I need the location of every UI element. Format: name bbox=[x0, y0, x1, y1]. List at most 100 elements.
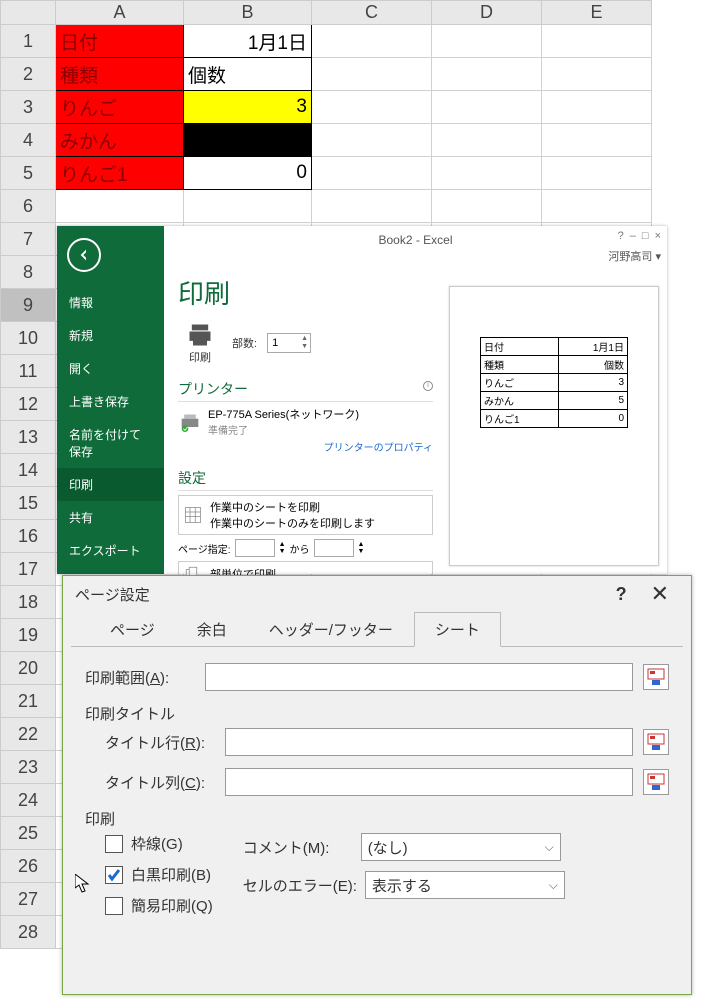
cell[interactable] bbox=[184, 124, 312, 157]
info-icon[interactable]: i bbox=[423, 381, 433, 391]
cell[interactable]: りんご1 bbox=[56, 157, 184, 190]
row-header[interactable]: 4 bbox=[1, 124, 56, 157]
dialog-help-button[interactable]: ? bbox=[602, 584, 641, 605]
bw-print-checkbox[interactable]: 白黒印刷(B) bbox=[105, 864, 213, 885]
error-select[interactable]: 表示する⌵ bbox=[365, 871, 565, 899]
printer-properties-link[interactable]: プリンターのプロパティ bbox=[178, 439, 433, 454]
cell[interactable] bbox=[542, 124, 652, 157]
close-icon[interactable]: × bbox=[655, 230, 661, 242]
cell[interactable] bbox=[56, 190, 184, 223]
cell[interactable] bbox=[432, 58, 542, 91]
row-header[interactable]: 13 bbox=[1, 421, 56, 454]
row-header[interactable]: 21 bbox=[1, 685, 56, 718]
row-header[interactable]: 1 bbox=[1, 25, 56, 58]
col-header[interactable]: B bbox=[184, 1, 312, 25]
title-col-ref-button[interactable] bbox=[643, 769, 669, 795]
dialog-tab[interactable]: ページ bbox=[89, 612, 176, 647]
row-header[interactable]: 25 bbox=[1, 817, 56, 850]
cell[interactable] bbox=[542, 25, 652, 58]
draft-checkbox[interactable]: 簡易印刷(Q) bbox=[105, 895, 213, 916]
cell[interactable]: りんご bbox=[56, 91, 184, 124]
print-area-input[interactable] bbox=[205, 663, 633, 691]
col-header[interactable]: D bbox=[432, 1, 542, 25]
copies-input[interactable]: 1 ▲▼ bbox=[267, 333, 311, 353]
cell[interactable] bbox=[542, 190, 652, 223]
dialog-tab[interactable]: ヘッダー/フッター bbox=[248, 612, 414, 647]
cell[interactable]: 種類 bbox=[56, 58, 184, 91]
printer-selector[interactable]: EP-775A Series(ネットワーク) 準備完了 bbox=[178, 406, 433, 437]
cell[interactable] bbox=[542, 157, 652, 190]
cell[interactable] bbox=[184, 190, 312, 223]
restore-icon[interactable]: □ bbox=[642, 230, 649, 242]
cell[interactable] bbox=[312, 58, 432, 91]
row-header[interactable]: 26 bbox=[1, 850, 56, 883]
cell[interactable]: 0 bbox=[184, 157, 312, 190]
backstage-menu-item[interactable]: 情報 bbox=[57, 286, 164, 319]
backstage-menu-item[interactable]: エクスポート bbox=[57, 534, 164, 567]
cell[interactable]: 1月1日 bbox=[184, 25, 312, 58]
dialog-tab[interactable]: 余白 bbox=[176, 612, 248, 647]
row-header[interactable]: 23 bbox=[1, 751, 56, 784]
backstage-menu-item[interactable]: 名前を付けて保存 bbox=[57, 418, 164, 468]
cell[interactable] bbox=[432, 190, 542, 223]
row-header[interactable]: 20 bbox=[1, 652, 56, 685]
title-col-input[interactable] bbox=[225, 768, 633, 796]
cell[interactable]: 個数 bbox=[184, 58, 312, 91]
row-header[interactable]: 7 bbox=[1, 223, 56, 256]
cell[interactable] bbox=[542, 91, 652, 124]
cell[interactable] bbox=[312, 157, 432, 190]
user-name[interactable]: 河野高司 ▾ bbox=[608, 248, 661, 264]
row-header[interactable]: 17 bbox=[1, 553, 56, 586]
cell[interactable] bbox=[312, 124, 432, 157]
minimize-icon[interactable]: – bbox=[630, 230, 636, 242]
row-header[interactable]: 10 bbox=[1, 322, 56, 355]
row-header[interactable]: 14 bbox=[1, 454, 56, 487]
row-header[interactable]: 6 bbox=[1, 190, 56, 223]
col-header[interactable]: C bbox=[312, 1, 432, 25]
print-what-selector[interactable]: 作業中のシートを印刷 作業中のシートのみを印刷します bbox=[178, 495, 433, 535]
row-header[interactable]: 2 bbox=[1, 58, 56, 91]
row-header[interactable]: 28 bbox=[1, 916, 56, 949]
row-header[interactable]: 11 bbox=[1, 355, 56, 388]
page-from-input[interactable] bbox=[235, 539, 275, 557]
row-header[interactable]: 27 bbox=[1, 883, 56, 916]
cell[interactable]: 3 bbox=[184, 91, 312, 124]
cell[interactable]: みかん bbox=[56, 124, 184, 157]
row-header[interactable]: 19 bbox=[1, 619, 56, 652]
col-header[interactable]: E bbox=[542, 1, 652, 25]
backstage-menu-item[interactable]: 開く bbox=[57, 352, 164, 385]
print-button[interactable]: 印刷 bbox=[178, 321, 222, 365]
cell[interactable] bbox=[312, 91, 432, 124]
backstage-menu-item[interactable]: 共有 bbox=[57, 501, 164, 534]
print-area-ref-button[interactable] bbox=[643, 664, 669, 690]
page-to-input[interactable] bbox=[314, 539, 354, 557]
row-header[interactable]: 8 bbox=[1, 256, 56, 289]
cell[interactable] bbox=[312, 190, 432, 223]
row-header[interactable]: 12 bbox=[1, 388, 56, 421]
row-header[interactable]: 16 bbox=[1, 520, 56, 553]
backstage-menu-item[interactable]: 新規 bbox=[57, 319, 164, 352]
col-header[interactable]: A bbox=[56, 1, 184, 25]
help-icon[interactable]: ? bbox=[618, 230, 624, 242]
backstage-menu-item[interactable]: 印刷 bbox=[57, 468, 164, 501]
row-header[interactable]: 5 bbox=[1, 157, 56, 190]
row-header[interactable]: 9 bbox=[1, 289, 56, 322]
row-header[interactable]: 18 bbox=[1, 586, 56, 619]
cell[interactable] bbox=[432, 25, 542, 58]
cell[interactable] bbox=[432, 91, 542, 124]
row-header[interactable]: 22 bbox=[1, 718, 56, 751]
title-row-input[interactable] bbox=[225, 728, 633, 756]
dialog-close-button[interactable]: ✕ bbox=[641, 581, 679, 607]
row-header[interactable]: 15 bbox=[1, 487, 56, 520]
row-header[interactable]: 3 bbox=[1, 91, 56, 124]
gridlines-checkbox[interactable]: 枠線(G) bbox=[105, 833, 213, 854]
cell[interactable] bbox=[432, 124, 542, 157]
title-row-ref-button[interactable] bbox=[643, 729, 669, 755]
comment-select[interactable]: (なし)⌵ bbox=[361, 833, 561, 861]
cell[interactable] bbox=[432, 157, 542, 190]
cell[interactable] bbox=[312, 25, 432, 58]
cell[interactable] bbox=[542, 58, 652, 91]
row-header[interactable]: 24 bbox=[1, 784, 56, 817]
dialog-tab[interactable]: シート bbox=[414, 612, 501, 647]
cell[interactable]: 日付 bbox=[56, 25, 184, 58]
